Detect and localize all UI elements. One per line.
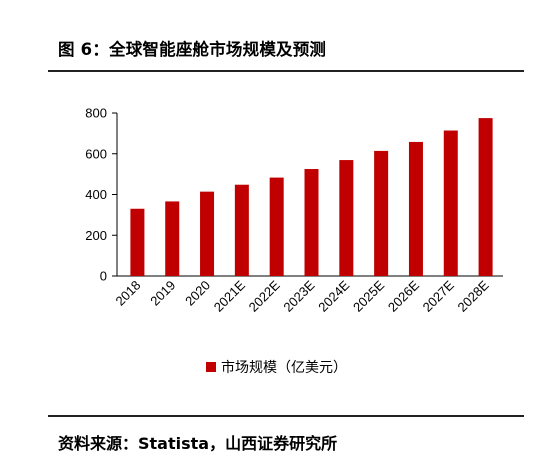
legend-swatch — [206, 362, 216, 372]
x-tick-label: 2020 — [182, 278, 213, 309]
top-divider — [48, 70, 524, 72]
x-tick-label: 2024E — [315, 277, 352, 314]
bar-2028E — [478, 118, 493, 276]
x-tick-label: 2022E — [246, 277, 283, 314]
y-tick-label: 800 — [85, 106, 107, 121]
bar-2019 — [165, 201, 180, 276]
bar-2021E — [234, 184, 249, 276]
x-tick-label: 2028E — [455, 277, 492, 314]
chart-title: 图 6：全球智能座舱市场规模及预测 — [58, 40, 327, 59]
x-tick-label: 2019 — [147, 278, 178, 309]
x-tick-label: 2026E — [385, 277, 422, 314]
bar-2027E — [443, 130, 458, 276]
legend-label: 市场规模（亿美元） — [221, 359, 347, 376]
bar-2022E — [269, 177, 284, 276]
x-tick-label: 2023E — [280, 277, 317, 314]
x-tick-label: 2025E — [350, 277, 387, 314]
bar-2026E — [408, 141, 423, 276]
x-tick-label: 2021E — [211, 277, 248, 314]
bar-2020 — [200, 191, 215, 276]
bar-2025E — [374, 150, 389, 276]
x-tick-label: 2027E — [420, 277, 457, 314]
bottom-divider — [48, 415, 524, 417]
y-tick-label: 400 — [85, 187, 107, 202]
y-tick-label: 200 — [85, 228, 107, 243]
bar-chart: 0 200 400 600 800 2018 2019 20202021E2022E2023E… — [85, 106, 503, 376]
bar-2024E — [339, 160, 354, 276]
source-note: 资料来源：Statista，山西证券研究所 — [58, 434, 338, 453]
bar-2023E — [304, 169, 319, 276]
y-tick-label: 600 — [85, 146, 107, 161]
x-tick-label: 2018 — [112, 278, 143, 309]
y-tick-label: 0 — [100, 269, 107, 284]
bar-2018 — [130, 208, 145, 276]
